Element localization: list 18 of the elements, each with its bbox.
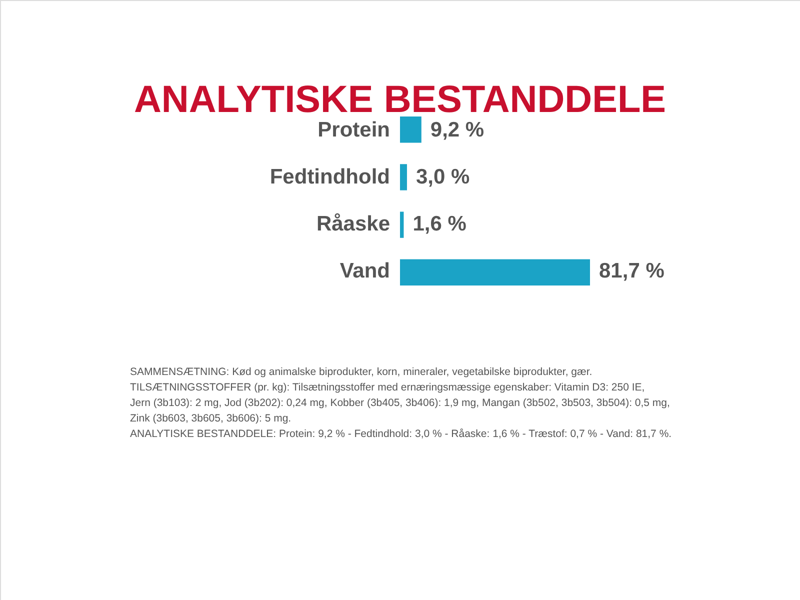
y-tick-label: Vand [340, 260, 390, 282]
data-label: 81,7 % [599, 260, 665, 282]
text: ANALYTISKE BESTANDDELE: Protein: 9,2 % - Fedtindhold: 3,0 % - Råaske: 1,6 % - Træstof: 0,7 % - Vand: 81,7 %. [130, 428, 672, 440]
data-label: 3,0 % [416, 166, 470, 188]
bar [400, 212, 404, 238]
text: Jern (3b103): 2 mg, Jod (3b202): 0,24 mg, Kobber (3b405, 3b406): 1,9 mg, Mangan (3b502, 3b503, 3b504): 0,5 mg, [130, 396, 670, 409]
bar [400, 164, 407, 190]
data-label: 1,6 % [412, 212, 467, 236]
y-tick-label: Råaske [316, 212, 390, 236]
text: SAMMENSÆTNING: Kød og animalske biprodukter, korn, mineraler, vegetabilske biprodukter, gær. [130, 366, 592, 378]
text: TILSÆTNINGSSTOFFER (pr. kg): Tilsætningsstoffer med ernæringsmæssige egenskaber: Vitamin D3: 250 IE, [130, 381, 645, 394]
text: Zink (3b603, 3b605, 3b606): 5 mg. [130, 412, 292, 424]
data-label: 9,2 % [430, 118, 484, 142]
chart-title: ANALYTISKE BESTANDDELE [134, 79, 666, 121]
bar [400, 259, 590, 286]
y-tick-label: Protein [318, 118, 390, 142]
y-tick-label: Fedtindhold [270, 166, 390, 188]
bar [400, 116, 422, 143]
